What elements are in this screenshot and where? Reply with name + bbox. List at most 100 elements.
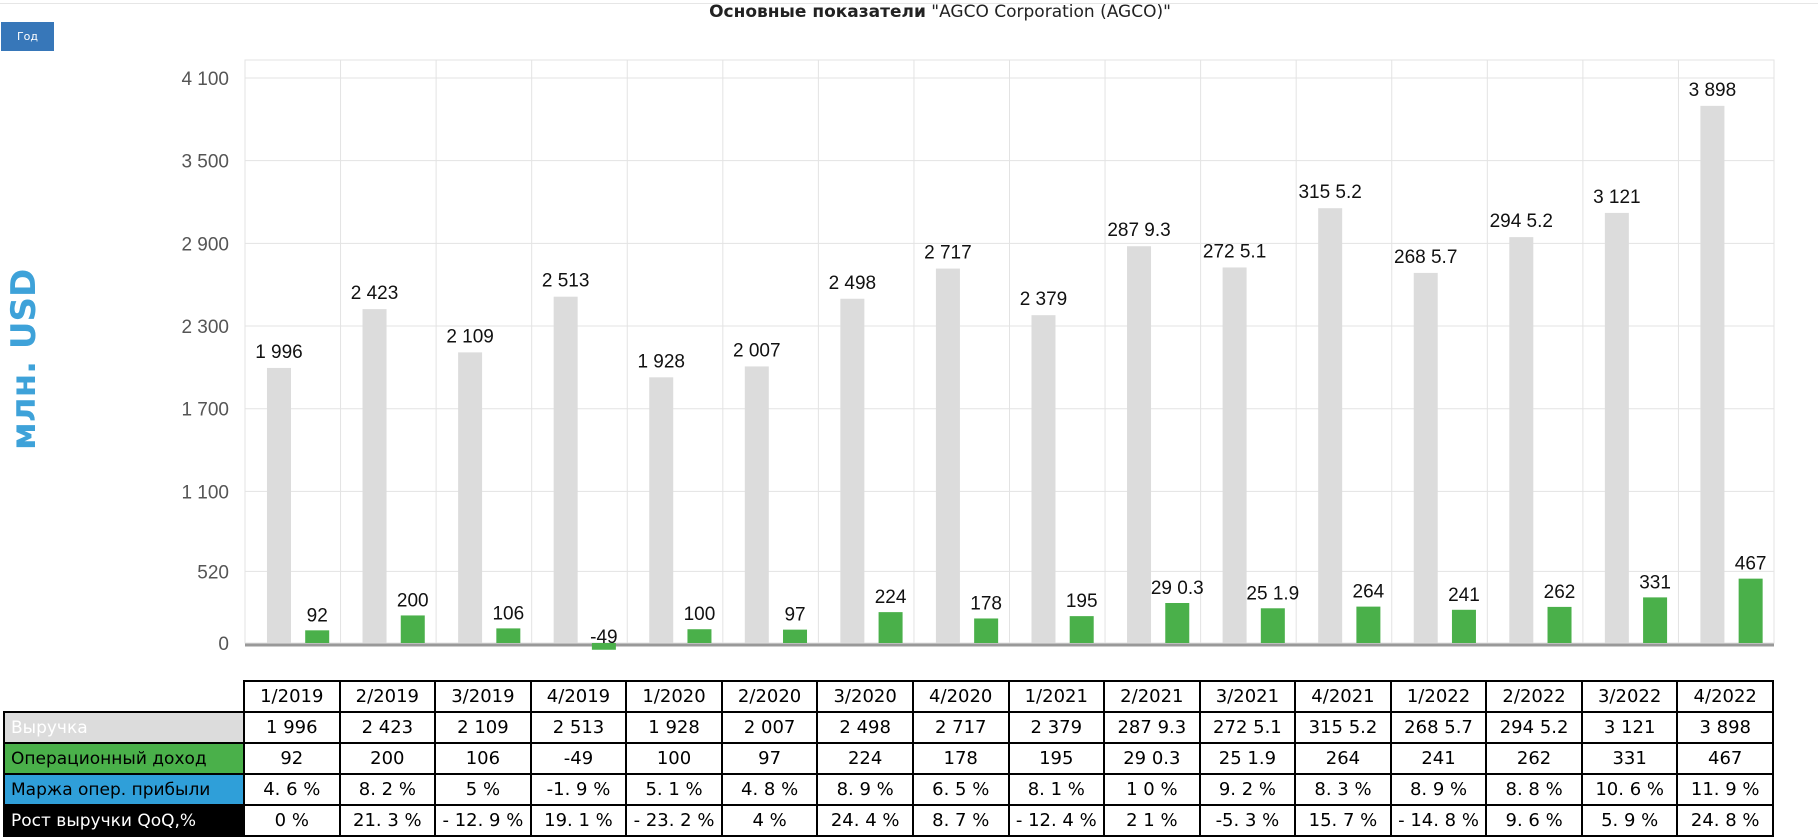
revenue-data-label: 2 109: [446, 326, 494, 347]
y-tick-label: 520: [197, 562, 229, 583]
revenue-data-label: 1 928: [637, 351, 685, 372]
revenue-bar: [649, 377, 674, 643]
revenue-data-label: 315 5.2: [1298, 182, 1361, 203]
operating-income-data-label: 25 1.9: [1246, 583, 1299, 604]
revenue-data-label: 3 121: [1593, 187, 1641, 208]
operating-income-bar: [1738, 578, 1763, 643]
table-cell: 8. 8 %: [1485, 773, 1583, 806]
table-cell: 8. 9 %: [1389, 773, 1488, 806]
table-cell: 8. 1 %: [1007, 773, 1106, 806]
table-period-header: 2/2020: [720, 680, 819, 713]
y-tick-label: 4 100: [181, 69, 229, 90]
table-cell: -5. 3 %: [1198, 804, 1297, 837]
revenue-bar: [840, 298, 865, 643]
revenue-bar: [1604, 212, 1629, 643]
table-cell: 178: [911, 742, 1010, 775]
table-cell: 2 007: [720, 711, 819, 744]
operating-income-bar: [1260, 608, 1285, 643]
row-label-operating-margin: Маржа опер. прибыли: [3, 773, 245, 806]
revenue-bar: [458, 352, 483, 643]
table-cell: 2 379: [1007, 711, 1106, 744]
operating-income-data-label: 106: [492, 603, 524, 624]
operating-income-data-label: 195: [1066, 591, 1098, 612]
chart-title: Основные показатели "AGCO Corporation (A…: [0, 2, 1818, 22]
table-cell: 25 1.9: [1198, 742, 1297, 775]
operating-income-bar: [1547, 606, 1572, 643]
table-period-header: 1/2019: [243, 680, 341, 713]
operating-income-bar: [305, 630, 330, 643]
table-cell: 97: [720, 742, 819, 775]
table-cell: 92: [243, 742, 341, 775]
table-cell: - 23. 2 %: [625, 804, 723, 837]
table-cell: 200: [338, 742, 437, 775]
table-header-row: 1/2019 2/2019 3/2019 4/2019 1/2020 2/2020 3/20…: [4, 680, 1774, 713]
operating-income-bar: [1451, 609, 1476, 643]
table-cell: 15. 7 %: [1294, 804, 1392, 837]
revenue-data-label: 2 423: [351, 283, 399, 304]
revenue-bar: [1700, 105, 1725, 643]
table-cell: 0 %: [243, 804, 341, 837]
operating-income-data-label: 200: [397, 590, 429, 611]
table-cell: 224: [816, 742, 914, 775]
revenue-data-label: 2 379: [1020, 289, 1068, 310]
y-tick-label: 2 900: [181, 234, 229, 255]
revenue-bar: [1318, 208, 1343, 643]
operating-income-data-label: 467: [1735, 554, 1767, 575]
table-period-header: 2/2022: [1485, 680, 1583, 713]
revenue-data-label: 3 898: [1689, 80, 1737, 101]
table-cell: 294 5.2: [1485, 711, 1583, 744]
row-label-operating-income: Операционный доход: [3, 742, 245, 775]
revenue-data-label: 287 9.3: [1107, 220, 1170, 241]
table-row-operating-margin: Маржа опер. прибыли 4. 6 % 8. 2 % 5 % -1. 9 …: [3, 773, 1774, 806]
table-cell: 4. 8 %: [720, 773, 819, 806]
table-cell: 4 %: [720, 804, 819, 837]
table-cell: 4. 6 %: [243, 773, 341, 806]
table-cell: 268 5.7: [1389, 711, 1488, 744]
table-cell: 2 109: [434, 711, 532, 744]
table-cell: 11. 9 %: [1676, 773, 1774, 806]
chart-title-company: "AGCO Corporation (AGCO)": [925, 2, 1171, 22]
table-row-revenue-growth-qoq: Рост выручки QoQ,% 0 % 21. 3 % - 12. 9 % 19.…: [3, 804, 1774, 837]
operating-income-data-label: 92: [307, 605, 328, 626]
table-cell: 29 0.3: [1103, 742, 1201, 775]
table-cell: 3 898: [1676, 711, 1774, 744]
table-period-header: 3/2021: [1198, 680, 1297, 713]
table-cell: 100: [625, 742, 723, 775]
table-period-header: 4/2020: [911, 680, 1010, 713]
chart-plot: 0 520 1 100 1 700 2 300 2 900 3 500 4 100 1 996 9…: [181, 59, 1775, 655]
top-divider: [0, 3, 1818, 4]
table-cell: 21. 3 %: [338, 804, 437, 837]
row-label-revenue-growth-qoq: Рост выручки QoQ,%: [3, 804, 245, 837]
operating-income-bar: [1165, 602, 1190, 643]
table-period-header: 4/2021: [1294, 680, 1392, 713]
table-cell: - 14. 8 %: [1389, 804, 1488, 837]
table-cell: 10. 6 %: [1580, 773, 1679, 806]
chart-title-bold: Основные показатели: [709, 2, 926, 22]
table-cell: 2 423: [338, 711, 437, 744]
revenue-data-label: 2 007: [733, 340, 781, 361]
y-tick-label: 1 700: [181, 400, 229, 421]
table-cell: 19. 1 %: [529, 804, 628, 837]
table-period-header: 4/2022: [1676, 680, 1774, 713]
revenue-data-label: 272 5.1: [1203, 241, 1266, 262]
table-cell: 8. 9 %: [816, 773, 914, 806]
operating-income-bar: [1643, 597, 1668, 643]
table-cell: 315 5.2: [1294, 711, 1392, 744]
table-cell: 1 0 %: [1103, 773, 1201, 806]
operating-income-data-label: 224: [875, 587, 907, 608]
table-cell: 2 513: [529, 711, 628, 744]
revenue-data-label: 268 5.7: [1394, 247, 1457, 268]
revenue-data-label: 2 498: [829, 273, 877, 294]
table-cell: 3 121: [1580, 711, 1679, 744]
revenue-bar: [1413, 272, 1438, 643]
operating-income-bar: [1356, 606, 1381, 643]
table-cell: 8. 2 %: [338, 773, 437, 806]
table-cell: 8. 3 %: [1294, 773, 1392, 806]
period-year-button[interactable]: Год: [1, 22, 54, 51]
operating-income-bar: [1069, 616, 1094, 643]
operating-income-bar: [783, 629, 808, 643]
operating-income-data-label: 100: [684, 604, 716, 625]
revenue-bar: [935, 268, 960, 643]
table-cell: - 12. 4 %: [1007, 804, 1106, 837]
table-period-header: 1/2021: [1007, 680, 1106, 713]
